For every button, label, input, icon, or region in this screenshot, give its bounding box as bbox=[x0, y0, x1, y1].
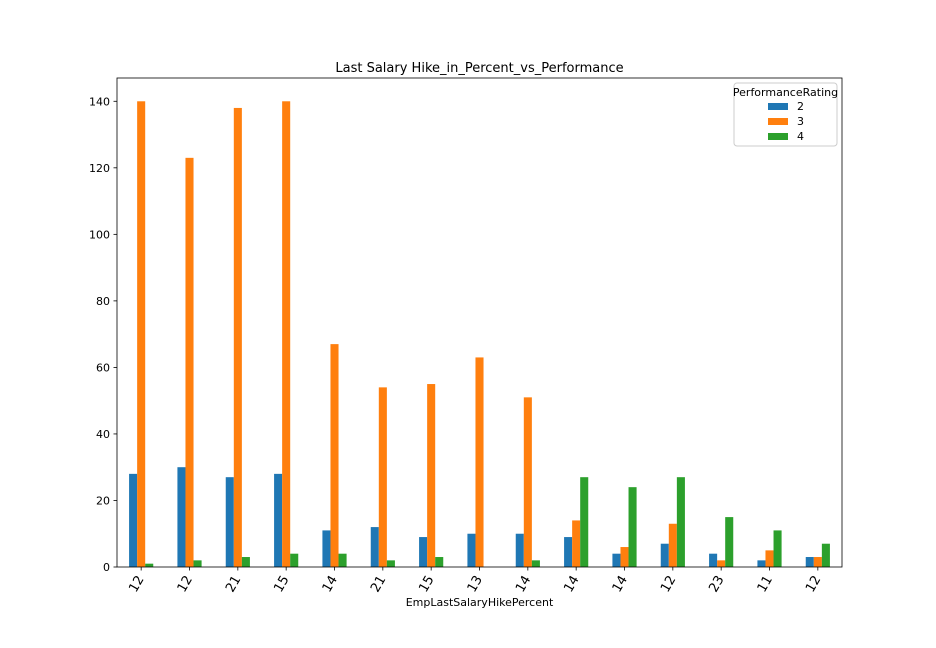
bar-rating-3-cat-1 bbox=[185, 157, 194, 567]
bar-rating-3-cat-10 bbox=[620, 547, 629, 567]
x-tick-label: 15 bbox=[416, 573, 437, 595]
bar-rating-4-cat-5 bbox=[386, 560, 395, 567]
bar-rating-3-cat-8 bbox=[523, 397, 532, 567]
x-tick-label: 23 bbox=[706, 573, 727, 595]
bar-rating-4-cat-14 bbox=[821, 543, 830, 567]
y-tick-label: 100 bbox=[89, 228, 110, 241]
x-tick-label: 12 bbox=[803, 573, 824, 595]
bar-rating-2-cat-2 bbox=[225, 477, 234, 567]
x-axis-title: EmpLastSalaryHikePercent bbox=[406, 596, 554, 609]
bar-rating-4-cat-12 bbox=[725, 517, 734, 567]
bar-rating-3-cat-2 bbox=[233, 107, 242, 567]
bar-rating-2-cat-13 bbox=[757, 560, 766, 567]
bar-rating-4-cat-10 bbox=[628, 487, 637, 567]
bar-rating-2-cat-3 bbox=[274, 473, 283, 567]
x-tick-label: 15 bbox=[271, 573, 292, 595]
x-tick-label: 21 bbox=[223, 573, 244, 595]
legend-label-3: 3 bbox=[797, 115, 804, 128]
bar-rating-3-cat-9 bbox=[572, 520, 581, 567]
legend-swatch-3 bbox=[768, 118, 788, 125]
bar-rating-3-cat-7 bbox=[475, 357, 484, 567]
bar-rating-4-cat-3 bbox=[290, 553, 299, 567]
bar-rating-4-cat-13 bbox=[773, 530, 782, 567]
bar-rating-3-cat-0 bbox=[137, 101, 146, 567]
bar-rating-3-cat-4 bbox=[330, 344, 339, 567]
bar-rating-2-cat-0 bbox=[129, 473, 138, 567]
y-tick-label: 20 bbox=[96, 494, 110, 507]
legend-box bbox=[733, 82, 838, 147]
x-tick-label: 14 bbox=[610, 573, 631, 595]
bar-rating-3-cat-13 bbox=[765, 550, 774, 567]
x-tick-label: 21 bbox=[368, 573, 389, 595]
bar-rating-3-cat-5 bbox=[378, 387, 387, 567]
bars-layer bbox=[129, 101, 830, 567]
bar-rating-4-cat-8 bbox=[531, 560, 540, 567]
legend-title: PerformanceRating bbox=[733, 86, 838, 99]
bar-rating-4-cat-6 bbox=[435, 557, 444, 567]
y-tick-label: 60 bbox=[96, 361, 110, 374]
x-tick-label: 11 bbox=[755, 573, 776, 595]
y-tick-label: 40 bbox=[96, 428, 110, 441]
bar-rating-3-cat-11 bbox=[668, 523, 677, 567]
x-tick-label: 12 bbox=[175, 573, 196, 595]
bar-rating-3-cat-3 bbox=[282, 101, 291, 567]
chart-title: Last Salary Hike_in_Percent_vs_Performan… bbox=[335, 61, 623, 76]
bar-rating-2-cat-5 bbox=[370, 527, 379, 567]
bar-rating-2-cat-8 bbox=[515, 533, 524, 567]
bar-rating-2-cat-9 bbox=[564, 537, 573, 567]
x-tick-label: 14 bbox=[513, 573, 534, 595]
bar-rating-4-cat-11 bbox=[676, 477, 685, 567]
bar-rating-2-cat-1 bbox=[177, 467, 186, 567]
y-tick-label: 0 bbox=[103, 561, 110, 574]
bar-rating-3-cat-12 bbox=[717, 560, 726, 567]
bar-rating-3-cat-14 bbox=[813, 557, 822, 567]
x-tick-label: 12 bbox=[658, 573, 679, 595]
bar-rating-2-cat-14 bbox=[805, 557, 814, 567]
x-tick-label: 13 bbox=[465, 573, 486, 595]
bar-rating-4-cat-9 bbox=[580, 477, 589, 567]
bar-rating-2-cat-11 bbox=[660, 543, 669, 567]
bar-rating-4-cat-0 bbox=[145, 563, 154, 567]
bar-rating-4-cat-2 bbox=[241, 557, 250, 567]
legend-swatch-4 bbox=[768, 133, 788, 140]
axes-layer: 0 20 40 60 80 100 120 140 12 12 21 15 14 21 15 13 14 14 14… bbox=[89, 77, 843, 595]
bar-rating-4-cat-4 bbox=[338, 553, 347, 567]
bar-rating-2-cat-6 bbox=[419, 537, 428, 567]
y-tick-label: 120 bbox=[89, 162, 110, 175]
bar-rating-2-cat-12 bbox=[709, 553, 718, 567]
legend-swatch-2 bbox=[768, 103, 788, 110]
legend-label-2: 2 bbox=[797, 100, 804, 113]
bar-rating-2-cat-7 bbox=[467, 533, 476, 567]
bar-rating-3-cat-6 bbox=[427, 384, 436, 567]
legend-label-4: 4 bbox=[797, 130, 804, 143]
y-tick-label: 80 bbox=[96, 295, 110, 308]
x-tick-label: 14 bbox=[320, 573, 341, 595]
x-tick-label: 12 bbox=[126, 573, 147, 595]
bar-rating-4-cat-1 bbox=[193, 560, 202, 567]
x-tick-label: 14 bbox=[561, 573, 582, 595]
bar-rating-2-cat-4 bbox=[322, 530, 331, 567]
y-tick-label: 140 bbox=[89, 95, 110, 108]
bar-rating-2-cat-10 bbox=[612, 553, 621, 567]
